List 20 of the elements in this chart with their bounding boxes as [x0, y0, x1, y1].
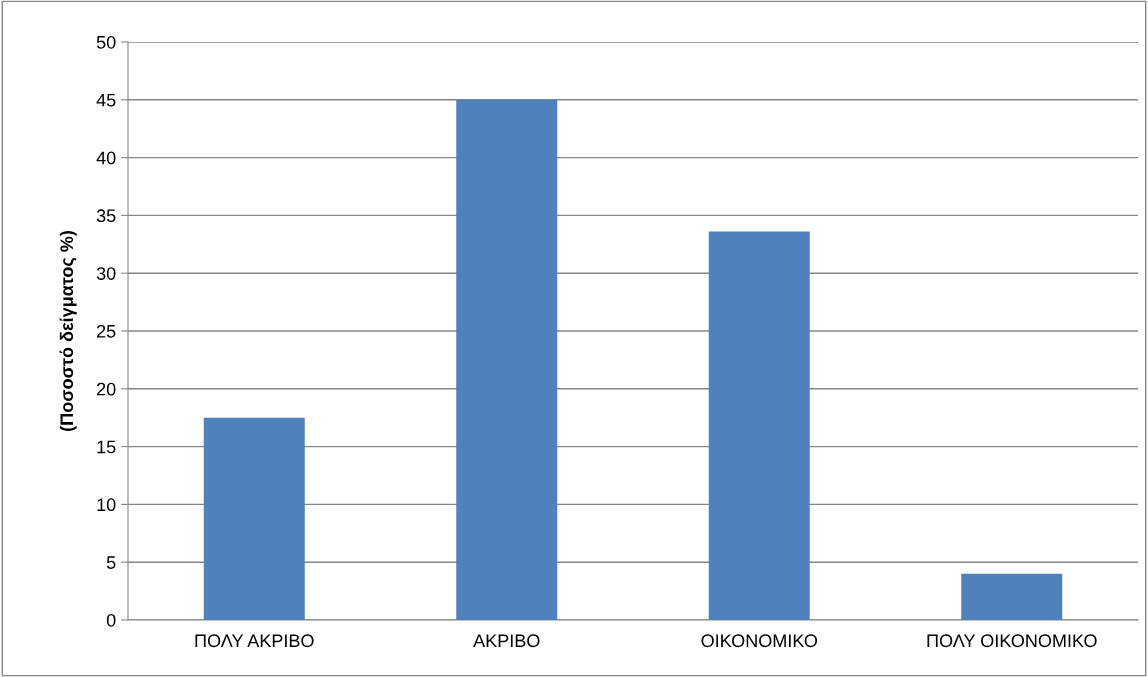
y-tick-label: 50 — [96, 35, 116, 49]
y-tick-label: 40 — [96, 151, 116, 165]
y-tick-label: 45 — [96, 93, 116, 107]
bar — [456, 99, 558, 620]
bar — [203, 417, 305, 620]
x-tick-label: ΟΙΚΟΝΟΜΙΚΟ — [701, 634, 818, 648]
bar — [961, 573, 1063, 620]
y-tick-label: 0 — [106, 613, 116, 627]
y-tick-label: 25 — [97, 324, 116, 338]
y-axis-title: (Ποσοστό δείγματος %) — [59, 231, 77, 431]
y-tick-label: 15 — [97, 440, 116, 454]
y-tick-label: 10 — [97, 498, 116, 512]
x-tick-label: ΠΟΛΥ ΑΚΡΙΒΟ — [195, 634, 314, 648]
y-tick-label: 30 — [96, 267, 116, 280]
x-tick-label: ΑΚΡΙΒΟ — [473, 634, 540, 648]
y-tick-label: 20 — [97, 382, 116, 396]
y-tick-label: 35 — [96, 209, 116, 223]
bar — [708, 231, 810, 620]
x-tick-label: ΠΟΛΥ ΟΙΚΟΝΟΜΙΚΟ — [927, 634, 1097, 648]
y-tick-label: 5 — [106, 556, 116, 569]
